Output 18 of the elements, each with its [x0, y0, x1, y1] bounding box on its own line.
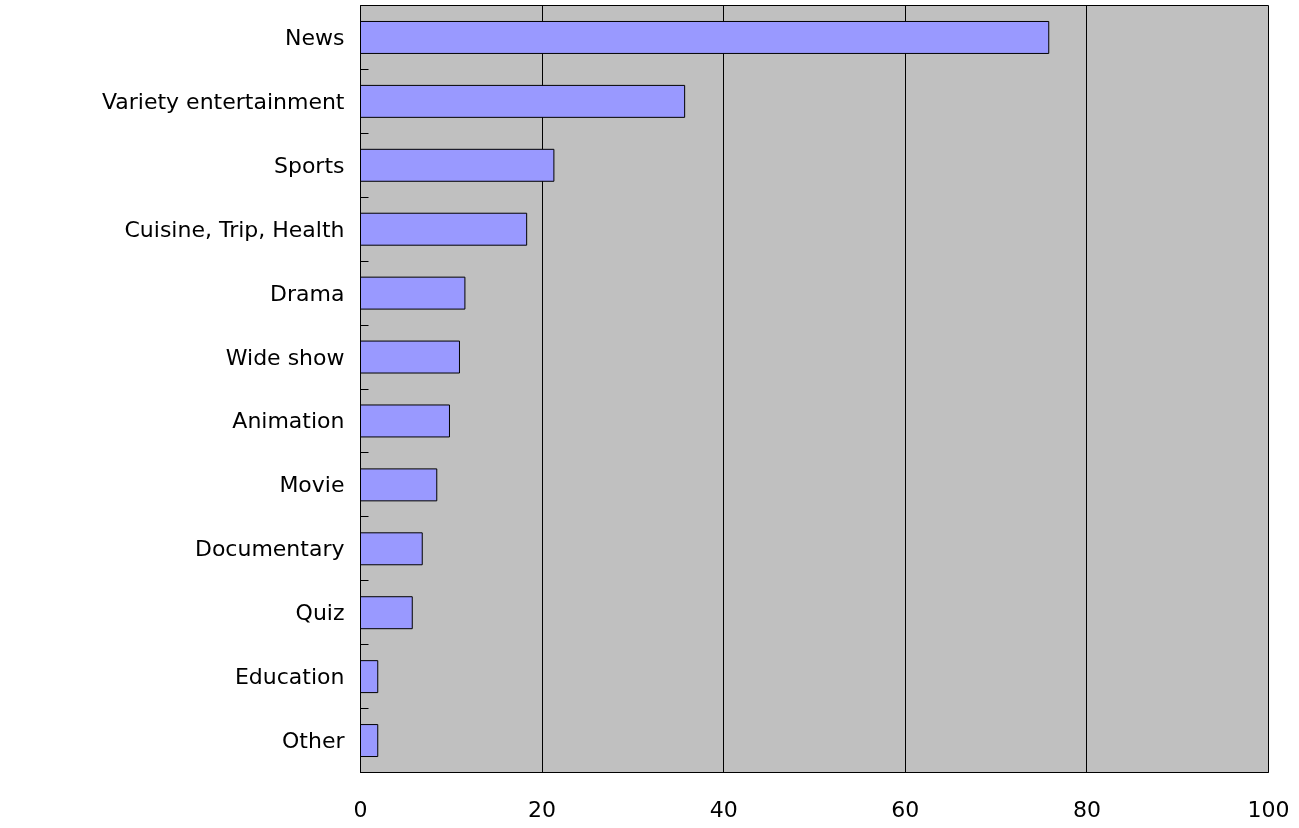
y-tick-label: Sports — [273, 152, 345, 178]
y-tick-label: Documentary — [194, 536, 345, 562]
x-tick-label: 20 — [528, 796, 557, 822]
y-tick-label: News — [285, 24, 345, 50]
x-tick-label: 80 — [1072, 796, 1101, 822]
y-tick-label: Other — [282, 728, 346, 754]
y-tick-label: Drama — [270, 280, 345, 306]
y-tick-label: Cuisine, Trip, Health — [124, 216, 345, 242]
y-tick-label: Movie — [279, 472, 345, 498]
x-tick-label: 40 — [709, 796, 738, 822]
x-tick-label: 100 — [1247, 796, 1290, 822]
y-tick-label: Variety entertainment — [101, 88, 345, 114]
y-tick-label: Wide show — [225, 344, 345, 370]
y-tick-label: Animation — [232, 408, 345, 434]
y-tick-label: Education — [234, 664, 345, 690]
x-tick-label: 60 — [891, 796, 920, 822]
y-tick-label: Quiz — [295, 600, 345, 626]
x-tick-label: 0 — [353, 796, 368, 822]
